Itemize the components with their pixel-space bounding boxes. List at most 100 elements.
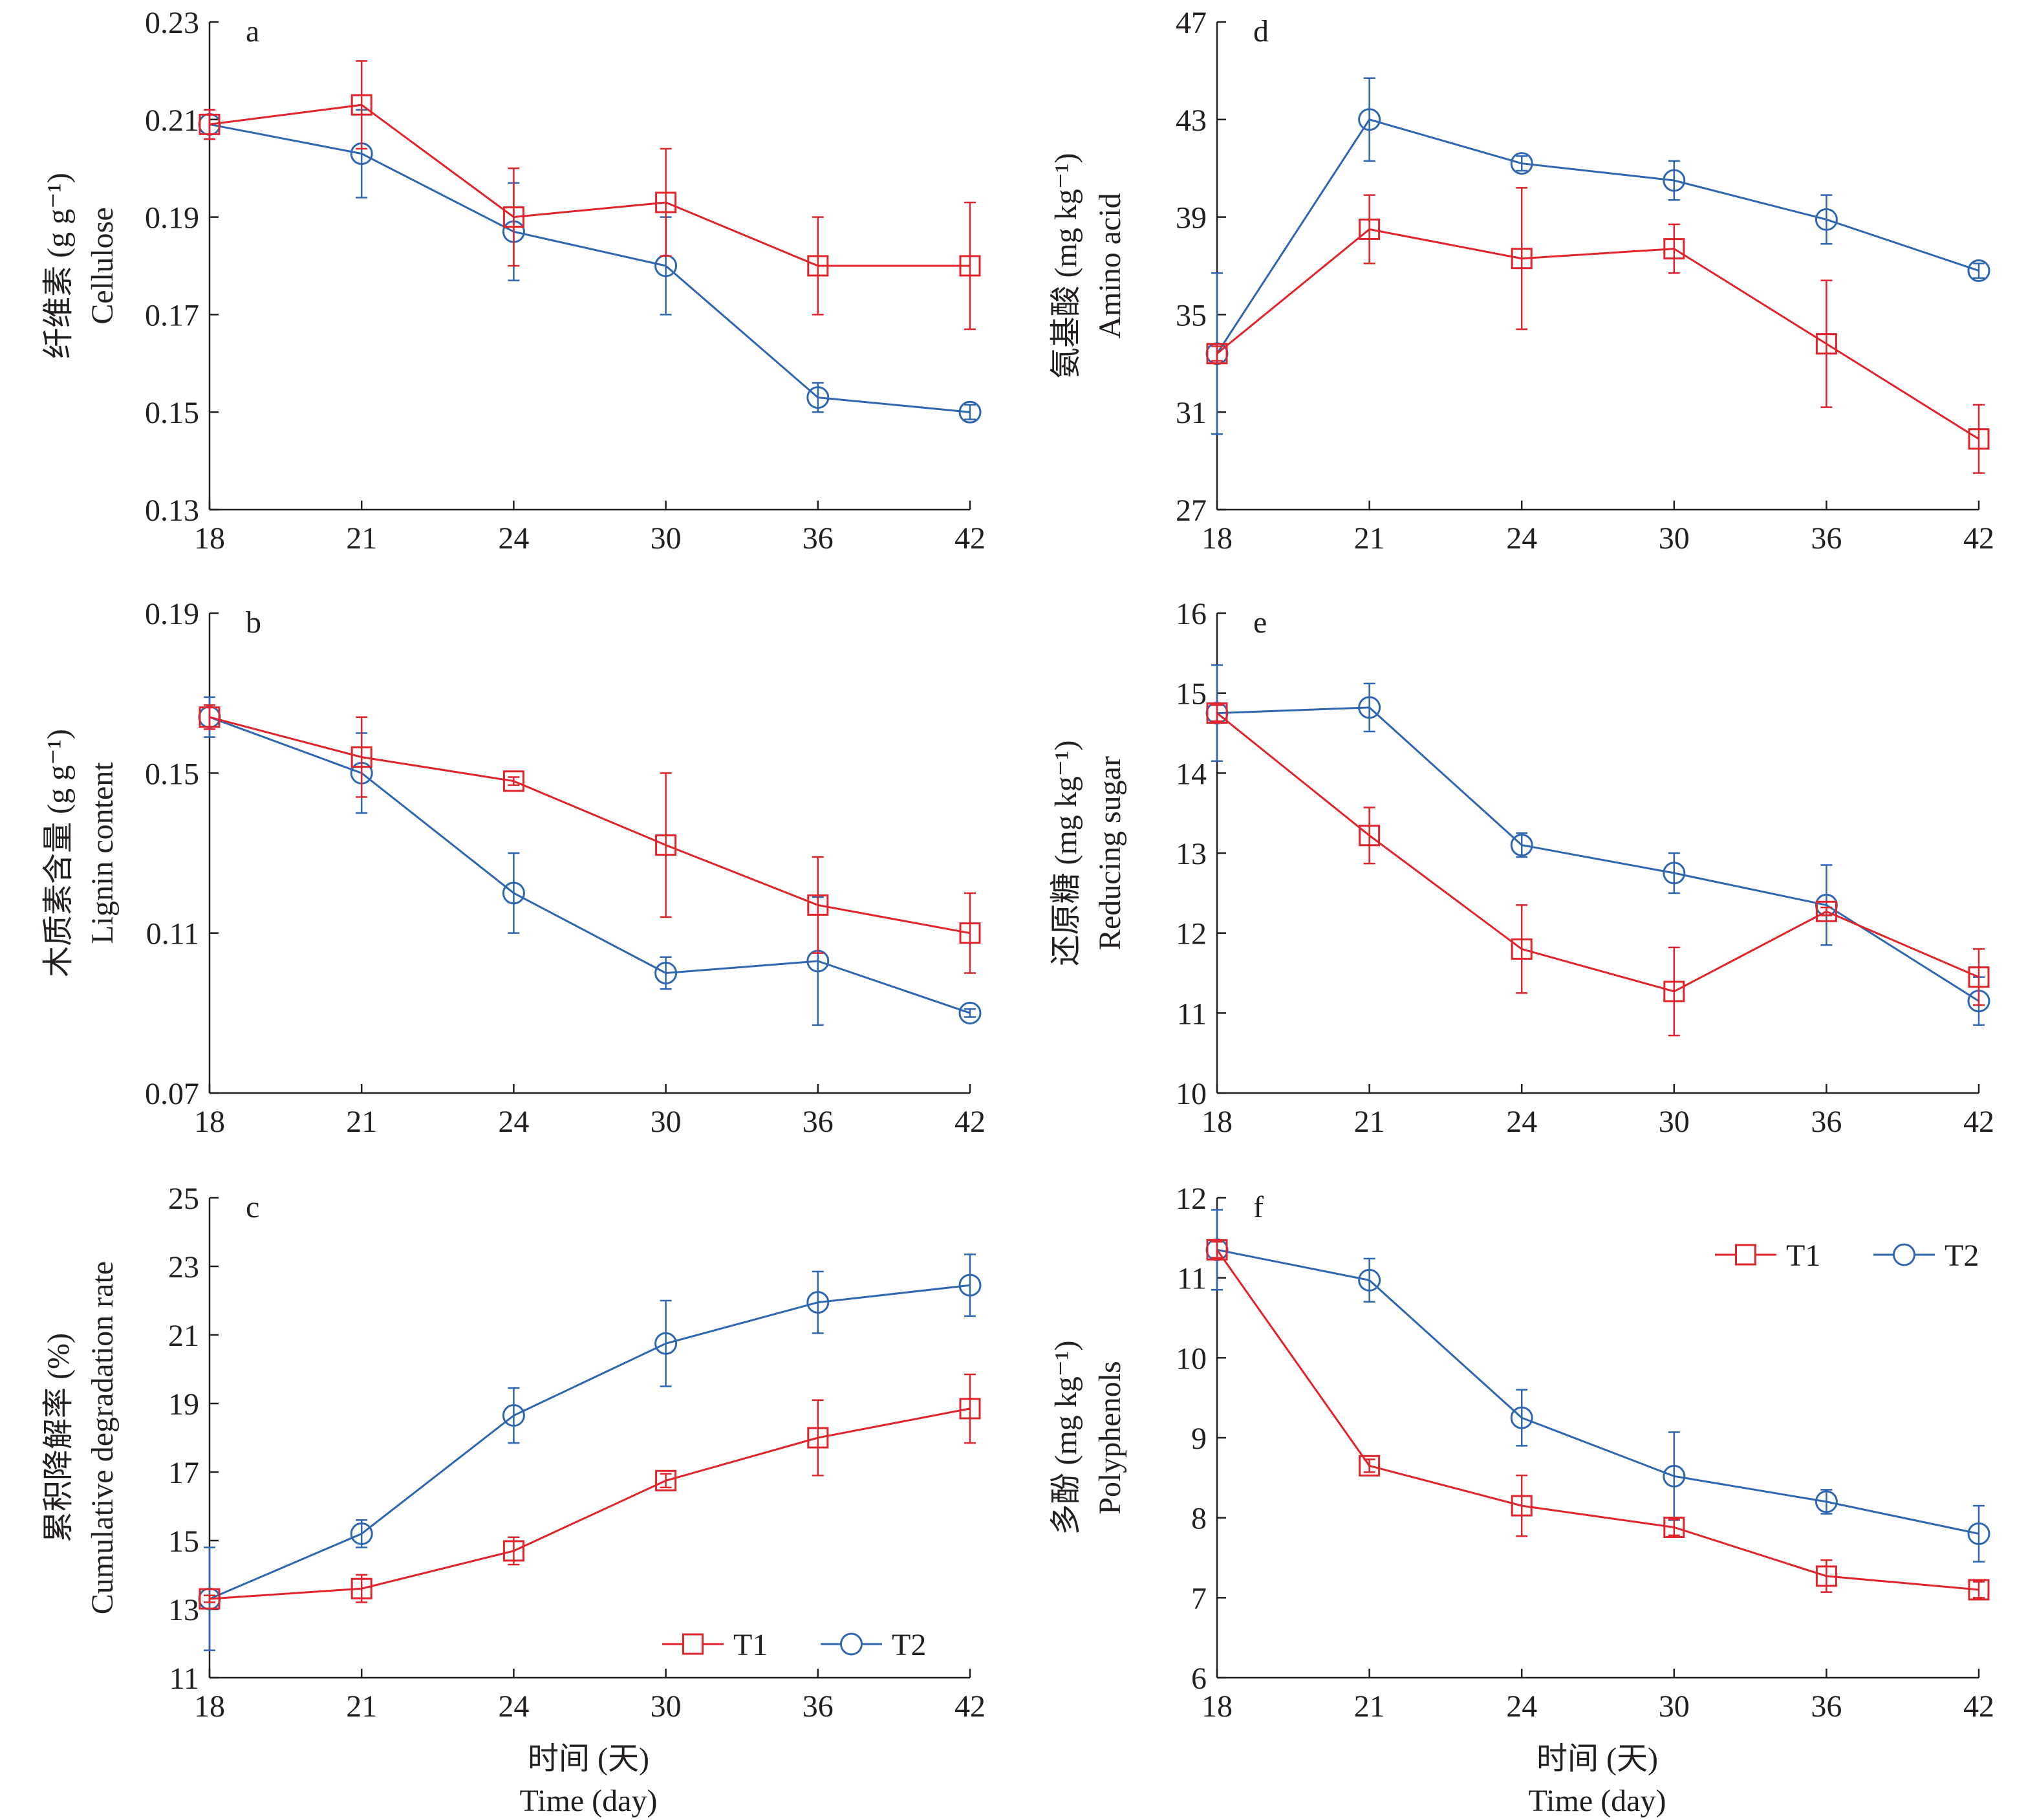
x-axis-title-zh-right: 时间 (天) [1536, 1742, 1658, 1776]
panel-label: f [1253, 1190, 1264, 1224]
data-point-T1 [199, 706, 221, 728]
data-point-T2 [1510, 834, 1533, 857]
data-point-T2 [958, 1001, 982, 1024]
legend-label-T2: T2 [1945, 1239, 1979, 1273]
series-T2 [198, 696, 982, 1026]
y-tick-label: 0.11 [146, 917, 199, 951]
x-tick-label: 36 [803, 1689, 834, 1724]
data-point-T1 [655, 834, 677, 856]
y-tick-label: 0.07 [145, 1077, 199, 1111]
y-tick-label: 13 [1176, 837, 1207, 871]
x-tick-label: 24 [1506, 521, 1537, 556]
legend: T1 T2 [1715, 1239, 1979, 1273]
panel-label: d [1253, 14, 1269, 49]
y-tick-label: 27 [1176, 493, 1207, 528]
panel-label: b [246, 605, 261, 640]
y-tick-label: 17 [168, 1456, 199, 1490]
y-tick-label: 12 [1176, 917, 1207, 951]
legend-label-T2: T2 [892, 1628, 926, 1662]
y-tick-label: 25 [168, 1182, 199, 1216]
y-tick-label: 11 [169, 1662, 199, 1696]
data-point-T2 [1510, 1406, 1533, 1429]
series-T1 [1206, 187, 1990, 474]
x-tick-label: 21 [1354, 521, 1385, 556]
data-point-T1 [1511, 248, 1533, 270]
y-tick-label: 10 [1176, 1077, 1207, 1111]
panel-f: 6 7 8 9 10 11 12 18 21 24 30 36 42 f 多酚 (mg kg⁻¹) Polyp… [1049, 1182, 1994, 1724]
data-point-T2 [1358, 108, 1381, 131]
panel-d: 27 31 35 39 43 47 18 21 24 30 36 42 d 氨基酸 (mg kg⁻¹) Am… [1049, 6, 1994, 556]
x-tick-label: 24 [498, 521, 529, 556]
y-tick-label: 0.19 [145, 597, 199, 631]
x-axis-title-zh: 时间 (天) [528, 1742, 649, 1776]
panel-c: 11 13 15 17 19 21 23 25 18 21 24 30 36 42 c 累积降解率 (%) Cu… [41, 1182, 986, 1724]
x-tick-label: 18 [194, 521, 225, 556]
y-tick-label: 13 [168, 1593, 199, 1627]
data-point-T1 [1815, 1565, 1837, 1587]
y-tick-label: 0.17 [145, 298, 199, 332]
y-axis-title-en: Lignin content [85, 762, 120, 944]
data-point-T1 [807, 255, 829, 277]
y-axis-title-zh: 累积降解率 (%) [41, 1333, 76, 1543]
y-tick-label: 23 [168, 1250, 199, 1284]
x-tick-label: 21 [346, 1105, 377, 1139]
series-line-T2 [209, 123, 971, 413]
data-point-T2 [1815, 1490, 1838, 1513]
x-axis-title-en: Time (day) [520, 1784, 658, 1818]
data-point-T2 [502, 1404, 525, 1427]
y-axis-title-en: Polyphenols [1093, 1361, 1127, 1514]
x-tick-label: 42 [1963, 521, 1994, 556]
series-line-T1 [1216, 228, 1979, 440]
panel-label: a [246, 14, 259, 49]
x-tick-label: 21 [346, 1689, 377, 1724]
x-tick-label: 42 [954, 521, 986, 556]
y-tick-label: 6 [1191, 1662, 1207, 1696]
x-tick-label: 30 [1659, 521, 1690, 556]
series-T1 [199, 704, 981, 974]
data-point-T1 [655, 1469, 677, 1491]
panel-label: e [1253, 605, 1267, 640]
y-tick-label: 0.23 [145, 6, 199, 40]
series-line-T2 [209, 1284, 971, 1600]
series-T2 [1205, 77, 1990, 435]
data-point-T1 [1359, 218, 1381, 240]
y-tick-label: 16 [1176, 597, 1207, 631]
y-tick-label: 21 [168, 1319, 199, 1353]
y-tick-label: 11 [1177, 1262, 1207, 1296]
y-axis-title-zh: 木质素含量 (g g⁻¹) [41, 729, 76, 977]
y-axis-title-en: Amino acid [1093, 193, 1127, 338]
data-point-T2 [958, 400, 982, 424]
legend-marker-T1 [682, 1633, 704, 1655]
series-T2 [1205, 1209, 1990, 1563]
data-point-T1 [959, 1398, 981, 1420]
y-axis-title-zh: 纤维素 (g g⁻¹) [41, 173, 76, 359]
legend-marker-T2 [1893, 1243, 1915, 1266]
x-tick-label: 36 [1811, 521, 1842, 556]
data-point-T2 [502, 882, 525, 905]
y-axis-title-zh: 还原糖 (mg kg⁻¹) [1049, 740, 1083, 966]
y-tick-label: 0.15 [145, 757, 199, 791]
x-tick-label: 24 [498, 1689, 529, 1724]
x-tick-label: 18 [1202, 1689, 1233, 1724]
data-point-T1 [199, 113, 221, 135]
data-point-T1 [1663, 1517, 1685, 1539]
x-tick-label: 18 [1202, 1105, 1233, 1139]
x-tick-label: 36 [803, 521, 834, 556]
data-point-T1 [959, 255, 981, 277]
x-tick-label: 30 [651, 1689, 682, 1724]
data-point-T2 [806, 386, 830, 409]
x-axis-title-en-right: Time (day) [1529, 1784, 1666, 1818]
data-point-T2 [350, 1522, 373, 1545]
y-tick-label: 9 [1191, 1422, 1207, 1456]
data-point-T1 [1359, 1455, 1381, 1477]
x-tick-label: 21 [1354, 1689, 1385, 1724]
data-point-T1 [199, 1588, 221, 1610]
x-tick-label: 24 [498, 1105, 529, 1139]
y-tick-label: 43 [1176, 103, 1207, 138]
panel-label: c [246, 1190, 259, 1224]
y-axis-title-en: Reducing sugar [1093, 756, 1127, 950]
data-point-T1 [350, 94, 372, 116]
y-tick-label: 12 [1176, 1182, 1207, 1216]
data-point-T1 [1663, 980, 1685, 1002]
series-line-T1 [1216, 712, 1979, 993]
